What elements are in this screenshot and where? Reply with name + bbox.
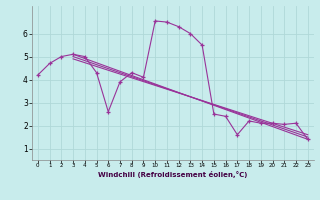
X-axis label: Windchill (Refroidissement éolien,°C): Windchill (Refroidissement éolien,°C)	[98, 171, 247, 178]
